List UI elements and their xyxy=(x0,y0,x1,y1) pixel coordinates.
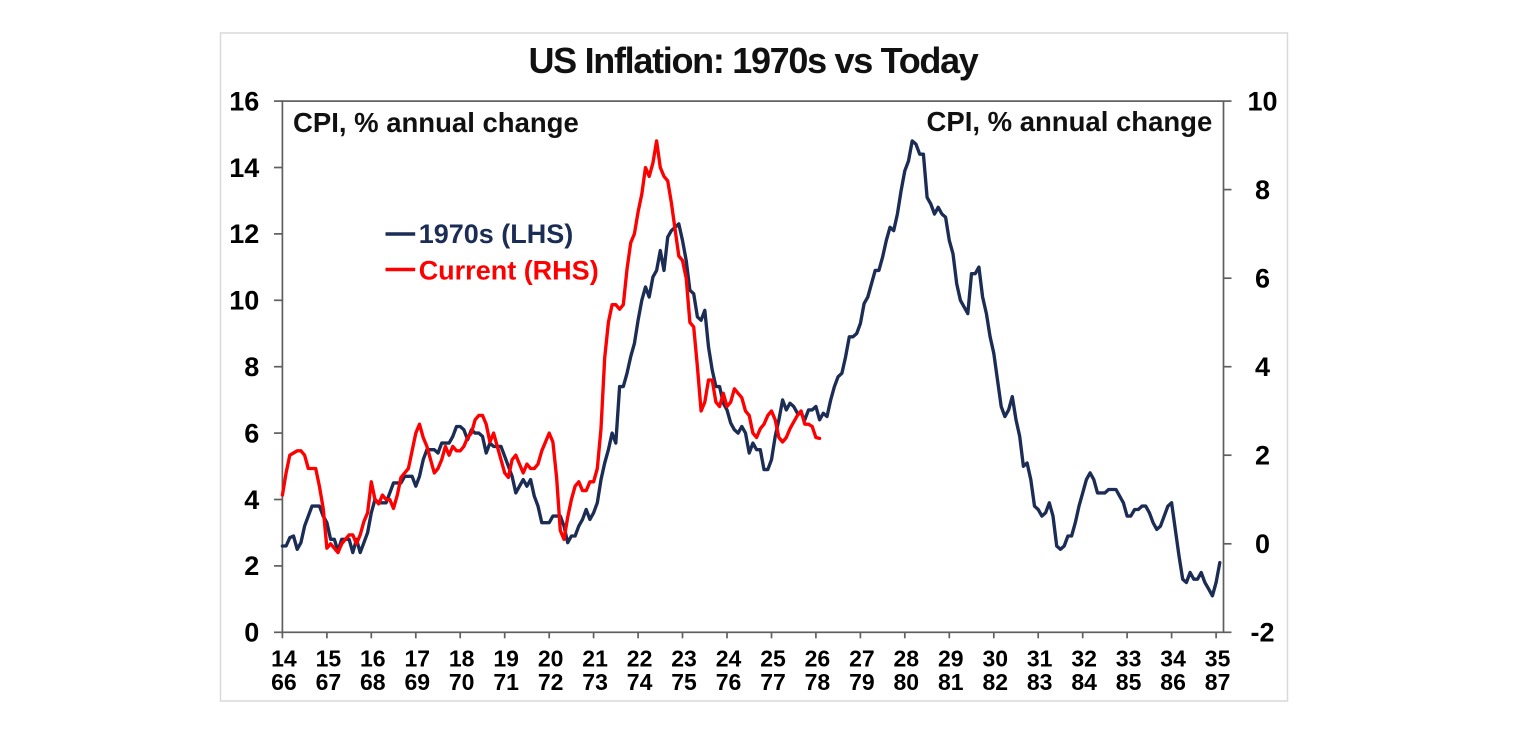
svg-text:26: 26 xyxy=(805,646,831,672)
svg-text:86: 86 xyxy=(1160,669,1186,695)
svg-text:28: 28 xyxy=(894,646,920,672)
svg-text:24: 24 xyxy=(716,646,742,672)
svg-text:25: 25 xyxy=(760,646,786,672)
svg-text:33: 33 xyxy=(1116,646,1142,672)
svg-text:8: 8 xyxy=(244,352,259,382)
svg-text:6: 6 xyxy=(1255,264,1270,294)
svg-text:69: 69 xyxy=(405,669,431,695)
svg-text:87: 87 xyxy=(1205,669,1231,695)
svg-text:16: 16 xyxy=(229,86,259,116)
svg-text:76: 76 xyxy=(716,669,742,695)
svg-text:70: 70 xyxy=(449,669,475,695)
svg-text:31: 31 xyxy=(1027,646,1053,672)
svg-text:15: 15 xyxy=(316,646,342,672)
svg-text:34: 34 xyxy=(1160,646,1186,672)
svg-text:2: 2 xyxy=(244,551,259,581)
svg-text:35: 35 xyxy=(1205,646,1231,672)
svg-text:81: 81 xyxy=(938,669,964,695)
svg-text:85: 85 xyxy=(1116,669,1142,695)
svg-text:19: 19 xyxy=(493,646,519,672)
svg-text:71: 71 xyxy=(493,669,519,695)
svg-text:4: 4 xyxy=(1255,352,1270,382)
svg-text:2: 2 xyxy=(1255,441,1270,471)
svg-text:74: 74 xyxy=(627,669,653,695)
svg-text:22: 22 xyxy=(627,646,653,672)
svg-text:8: 8 xyxy=(1255,175,1270,205)
svg-text:US Inflation: 1970s vs Today: US Inflation: 1970s vs Today xyxy=(528,40,978,81)
svg-text:75: 75 xyxy=(671,669,697,695)
svg-text:16: 16 xyxy=(360,646,386,672)
svg-text:18: 18 xyxy=(449,646,475,672)
svg-text:27: 27 xyxy=(849,646,875,672)
svg-text:84: 84 xyxy=(1071,669,1097,695)
svg-text:14: 14 xyxy=(229,153,259,183)
svg-text:82: 82 xyxy=(983,669,1009,695)
svg-text:Current (RHS): Current (RHS) xyxy=(419,255,599,285)
svg-text:0: 0 xyxy=(1255,529,1270,559)
svg-text:10: 10 xyxy=(1247,86,1277,116)
svg-text:17: 17 xyxy=(405,646,431,672)
svg-text:83: 83 xyxy=(1027,669,1053,695)
svg-text:29: 29 xyxy=(938,646,964,672)
svg-text:79: 79 xyxy=(849,669,875,695)
svg-text:23: 23 xyxy=(671,646,697,672)
svg-text:20: 20 xyxy=(538,646,564,672)
svg-text:66: 66 xyxy=(271,669,297,695)
svg-text:67: 67 xyxy=(316,669,342,695)
svg-text:72: 72 xyxy=(538,669,564,695)
svg-text:1970s (LHS): 1970s (LHS) xyxy=(419,219,574,249)
svg-text:CPI, % annual change: CPI, % annual change xyxy=(293,107,579,138)
svg-text:12: 12 xyxy=(229,219,259,249)
svg-text:30: 30 xyxy=(983,646,1009,672)
svg-text:0: 0 xyxy=(244,618,259,648)
svg-text:78: 78 xyxy=(805,669,831,695)
svg-text:6: 6 xyxy=(244,418,259,448)
svg-text:CPI, % annual change: CPI, % annual change xyxy=(927,106,1213,137)
svg-text:32: 32 xyxy=(1071,646,1097,672)
svg-text:73: 73 xyxy=(582,669,608,695)
svg-text:68: 68 xyxy=(360,669,386,695)
svg-text:14: 14 xyxy=(271,646,297,672)
svg-text:21: 21 xyxy=(582,646,608,672)
svg-text:4: 4 xyxy=(244,485,259,515)
svg-text:77: 77 xyxy=(760,669,786,695)
svg-text:10: 10 xyxy=(229,286,259,316)
svg-text:-2: -2 xyxy=(1250,618,1274,648)
svg-text:80: 80 xyxy=(894,669,920,695)
